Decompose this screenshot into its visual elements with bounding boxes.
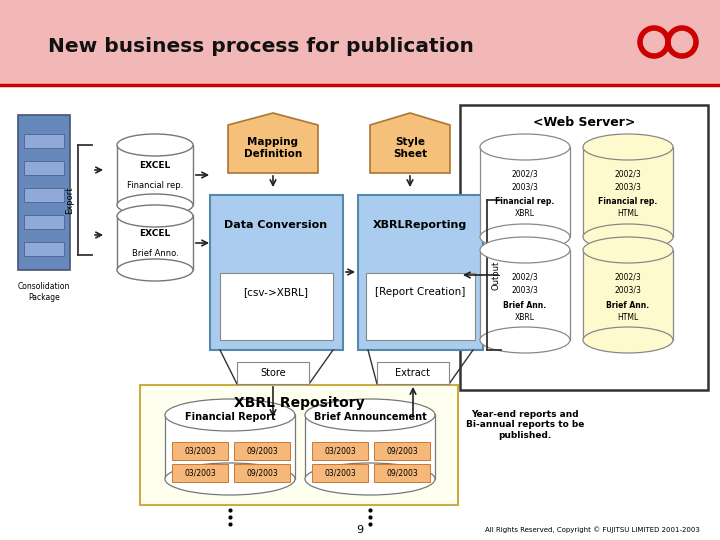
Text: New business process for publication: New business process for publication — [48, 37, 474, 56]
Ellipse shape — [305, 399, 435, 431]
Bar — [117, 145, 193, 205]
Text: 2002/3: 2002/3 — [512, 273, 539, 281]
Ellipse shape — [165, 399, 295, 431]
Text: EXCEL: EXCEL — [140, 160, 171, 170]
FancyBboxPatch shape — [140, 385, 458, 505]
Text: Financial Report: Financial Report — [185, 412, 275, 422]
Ellipse shape — [583, 134, 673, 160]
FancyBboxPatch shape — [24, 134, 64, 148]
Text: XBRLReporting: XBRLReporting — [373, 220, 467, 230]
Text: Financial rep.: Financial rep. — [598, 198, 657, 206]
Ellipse shape — [480, 327, 570, 353]
Text: [csv->XBRL]: [csv->XBRL] — [243, 287, 308, 297]
Ellipse shape — [480, 134, 570, 160]
FancyBboxPatch shape — [234, 464, 290, 482]
FancyBboxPatch shape — [24, 188, 64, 202]
FancyBboxPatch shape — [172, 464, 228, 482]
Text: Financial rep.: Financial rep. — [495, 198, 554, 206]
Text: [Report Creation]: [Report Creation] — [375, 287, 465, 297]
Bar — [165, 414, 295, 479]
FancyBboxPatch shape — [312, 464, 368, 482]
Text: Financial rep.: Financial rep. — [127, 180, 183, 190]
Text: Extract: Extract — [395, 368, 431, 378]
Text: 2002/3: 2002/3 — [615, 273, 642, 281]
Bar — [583, 147, 673, 237]
Polygon shape — [228, 113, 318, 173]
FancyBboxPatch shape — [237, 362, 309, 384]
Text: XBRL: XBRL — [515, 313, 535, 321]
Polygon shape — [370, 113, 450, 173]
Ellipse shape — [117, 194, 193, 216]
FancyBboxPatch shape — [312, 442, 368, 460]
Text: 09/2003: 09/2003 — [246, 469, 278, 477]
FancyBboxPatch shape — [234, 442, 290, 460]
Ellipse shape — [165, 463, 295, 495]
FancyBboxPatch shape — [377, 362, 449, 384]
Text: Consolidation
Package: Consolidation Package — [18, 282, 70, 302]
FancyBboxPatch shape — [24, 161, 64, 175]
Text: Brief Ann.: Brief Ann. — [503, 300, 546, 309]
Ellipse shape — [583, 327, 673, 353]
Bar — [117, 215, 193, 270]
Bar — [583, 250, 673, 340]
FancyBboxPatch shape — [220, 273, 333, 340]
Ellipse shape — [117, 259, 193, 281]
FancyBboxPatch shape — [358, 195, 483, 350]
Text: Store: Store — [260, 368, 286, 378]
Text: Brief Anno.: Brief Anno. — [132, 248, 179, 258]
Bar — [305, 414, 435, 479]
Text: HTML: HTML — [617, 313, 639, 321]
Bar — [480, 147, 570, 237]
Text: 09/2003: 09/2003 — [386, 447, 418, 456]
Text: 2002/3: 2002/3 — [512, 170, 539, 179]
FancyBboxPatch shape — [210, 195, 343, 350]
Text: 2002/3: 2002/3 — [615, 170, 642, 179]
Text: All Rights Reserved, Copyright © FUJITSU LIMITED 2001-2003: All Rights Reserved, Copyright © FUJITSU… — [485, 526, 700, 534]
Text: Brief Ann.: Brief Ann. — [606, 300, 649, 309]
Text: XBRL: XBRL — [515, 210, 535, 219]
Text: Mapping
Definition: Mapping Definition — [244, 137, 302, 159]
Ellipse shape — [583, 224, 673, 250]
Ellipse shape — [117, 205, 193, 227]
Text: Year-end reports and
Bi-annual reports to be
published.: Year-end reports and Bi-annual reports t… — [466, 410, 585, 440]
Text: 2003/3: 2003/3 — [512, 183, 539, 192]
FancyBboxPatch shape — [18, 115, 70, 270]
Text: Style
Sheet: Style Sheet — [393, 137, 427, 159]
Text: Export: Export — [66, 186, 74, 214]
Text: 2003/3: 2003/3 — [615, 183, 642, 192]
FancyBboxPatch shape — [374, 442, 430, 460]
Text: Brief Announcement: Brief Announcement — [314, 412, 426, 422]
Text: EXCEL: EXCEL — [140, 228, 171, 238]
Text: <Web Server>: <Web Server> — [533, 117, 635, 130]
Ellipse shape — [583, 237, 673, 263]
FancyBboxPatch shape — [366, 273, 475, 340]
Ellipse shape — [480, 224, 570, 250]
Bar — [480, 250, 570, 340]
Text: Data Conversion: Data Conversion — [225, 220, 328, 230]
Text: XBRL Repository: XBRL Repository — [234, 396, 364, 410]
Bar — [0, 0, 720, 85]
Ellipse shape — [305, 463, 435, 495]
Text: 03/2003: 03/2003 — [184, 447, 216, 456]
FancyBboxPatch shape — [172, 442, 228, 460]
Ellipse shape — [117, 134, 193, 156]
FancyBboxPatch shape — [24, 215, 64, 229]
Text: Output: Output — [492, 260, 500, 289]
Ellipse shape — [480, 237, 570, 263]
Text: HTML: HTML — [617, 210, 639, 219]
FancyBboxPatch shape — [374, 464, 430, 482]
Text: 03/2003: 03/2003 — [184, 469, 216, 477]
FancyBboxPatch shape — [24, 242, 64, 256]
FancyBboxPatch shape — [460, 105, 708, 390]
Text: 9: 9 — [356, 525, 364, 535]
Text: 03/2003: 03/2003 — [324, 447, 356, 456]
Text: 2003/3: 2003/3 — [512, 286, 539, 294]
Text: 09/2003: 09/2003 — [246, 447, 278, 456]
Text: 09/2003: 09/2003 — [386, 469, 418, 477]
Text: 2003/3: 2003/3 — [615, 286, 642, 294]
Text: 03/2003: 03/2003 — [324, 469, 356, 477]
